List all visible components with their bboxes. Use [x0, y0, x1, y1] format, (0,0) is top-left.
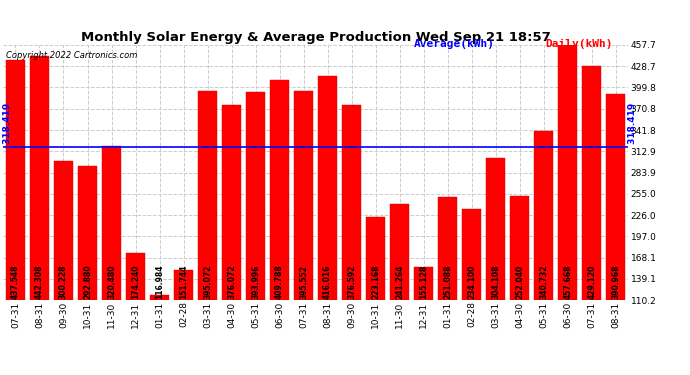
- Bar: [198, 91, 217, 300]
- Bar: [366, 217, 385, 300]
- Text: 376.592: 376.592: [347, 264, 356, 299]
- Title: Monthly Solar Energy & Average Production Wed Sep 21 18:57: Monthly Solar Energy & Average Productio…: [81, 31, 551, 44]
- Text: 241.264: 241.264: [395, 264, 404, 299]
- Text: 234.100: 234.100: [467, 264, 476, 299]
- Text: 320.480: 320.480: [107, 264, 116, 299]
- Text: 174.240: 174.240: [131, 264, 140, 299]
- Text: Copyright 2022 Cartronics.com: Copyright 2022 Cartronics.com: [6, 51, 137, 60]
- Text: Daily(kWh): Daily(kWh): [545, 39, 613, 50]
- Bar: [390, 204, 409, 300]
- Bar: [174, 270, 193, 300]
- Bar: [607, 94, 626, 300]
- Bar: [150, 295, 169, 300]
- Text: 318.419: 318.419: [3, 103, 12, 147]
- Bar: [222, 105, 242, 300]
- Bar: [102, 146, 121, 300]
- Text: 437.548: 437.548: [11, 264, 20, 299]
- Bar: [342, 105, 362, 300]
- Bar: [438, 196, 457, 300]
- Bar: [510, 196, 529, 300]
- Text: 116.984: 116.984: [155, 264, 164, 299]
- Bar: [414, 267, 433, 300]
- Bar: [6, 60, 25, 300]
- Text: Average(kWh): Average(kWh): [414, 39, 495, 50]
- Bar: [270, 80, 289, 300]
- Bar: [486, 158, 505, 300]
- Text: 340.732: 340.732: [540, 264, 549, 299]
- Bar: [462, 209, 482, 300]
- Text: 304.108: 304.108: [491, 264, 500, 299]
- Text: 457.668: 457.668: [563, 264, 573, 299]
- Text: 395.552: 395.552: [299, 265, 308, 299]
- Text: 442.308: 442.308: [35, 264, 44, 299]
- Text: 292.880: 292.880: [83, 264, 92, 299]
- Text: 429.120: 429.120: [587, 264, 596, 299]
- Text: 409.788: 409.788: [275, 264, 284, 299]
- Text: 151.744: 151.744: [179, 264, 188, 299]
- Bar: [534, 131, 553, 300]
- Bar: [30, 56, 49, 300]
- Text: 390.968: 390.968: [611, 264, 620, 299]
- Bar: [558, 45, 578, 300]
- Text: 300.228: 300.228: [59, 264, 68, 299]
- Text: 252.040: 252.040: [515, 265, 524, 299]
- Bar: [246, 92, 265, 300]
- Text: 393.996: 393.996: [251, 264, 260, 299]
- Bar: [582, 66, 602, 300]
- Text: 318.419: 318.419: [628, 103, 637, 147]
- Text: 251.088: 251.088: [443, 264, 452, 299]
- Text: 223.168: 223.168: [371, 264, 380, 299]
- Bar: [294, 91, 313, 300]
- Text: 155.128: 155.128: [420, 265, 428, 299]
- Bar: [318, 76, 337, 300]
- Bar: [78, 166, 97, 300]
- Text: 395.072: 395.072: [203, 264, 212, 299]
- Text: 376.072: 376.072: [227, 264, 236, 299]
- Bar: [126, 253, 145, 300]
- Text: 416.016: 416.016: [323, 264, 332, 299]
- Bar: [54, 160, 73, 300]
